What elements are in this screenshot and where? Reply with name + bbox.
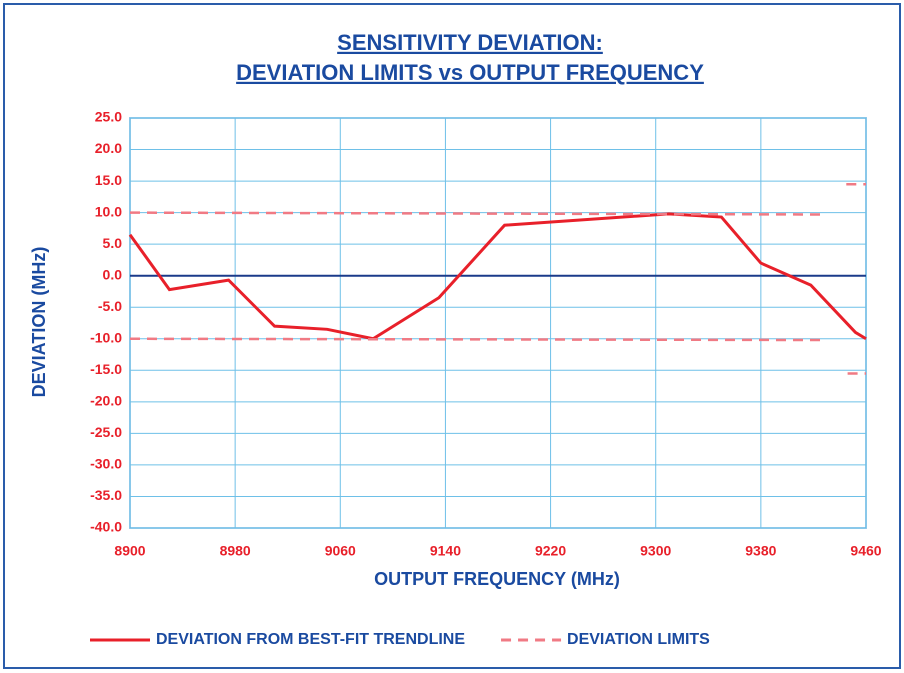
legend-label: DEVIATION LIMITS xyxy=(567,631,710,648)
chart-title: DEVIATION LIMITS vs OUTPUT FREQUENCY xyxy=(236,60,704,85)
series-line xyxy=(128,212,867,341)
chart-title: SENSITIVITY DEVIATION: xyxy=(337,30,603,55)
x-tick-label: 9060 xyxy=(325,543,356,559)
y-tick-label: -40.0 xyxy=(90,519,122,535)
x-axis-label: OUTPUT FREQUENCY (MHz) xyxy=(374,569,620,589)
series-line xyxy=(129,182,866,216)
y-tick-label: 25.0 xyxy=(95,109,122,125)
x-tick-label: 9140 xyxy=(430,543,461,559)
x-tick-label: 8900 xyxy=(114,543,145,559)
x-tick-label: 9380 xyxy=(745,543,776,559)
y-tick-label: -15.0 xyxy=(90,361,122,377)
y-tick-label: 15.0 xyxy=(95,172,122,188)
x-tick-label: 8980 xyxy=(220,543,251,559)
plot-area xyxy=(129,117,867,529)
x-tick-label: 9300 xyxy=(640,543,671,559)
legend-label: DEVIATION FROM BEST-FIT TRENDLINE xyxy=(156,631,465,648)
x-tick-label: 9220 xyxy=(535,543,566,559)
y-tick-label: -5.0 xyxy=(98,298,122,314)
y-tick-label: -20.0 xyxy=(90,393,122,409)
y-axis-label: DEVIATION (MHz) xyxy=(29,247,49,398)
y-tick-label: -35.0 xyxy=(90,487,122,503)
y-tick-label: 0.0 xyxy=(103,266,123,282)
y-tick-label: -30.0 xyxy=(90,456,122,472)
y-tick-label: 5.0 xyxy=(103,235,123,251)
y-tick-label: 10.0 xyxy=(95,203,122,219)
x-tick-label: 9460 xyxy=(850,543,881,559)
y-tick-label: -10.0 xyxy=(90,329,122,345)
series-line xyxy=(129,337,866,375)
y-tick-label: 20.0 xyxy=(95,140,122,156)
y-tick-label: -25.0 xyxy=(90,424,122,440)
